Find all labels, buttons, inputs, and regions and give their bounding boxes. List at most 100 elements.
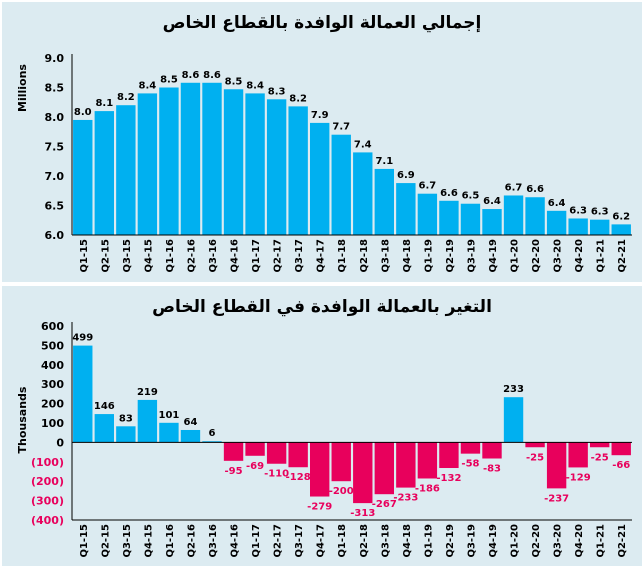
bar-Q2-15 [94,111,114,235]
bar-Q3-19 [460,442,481,454]
bar-Q4-18 [396,183,416,235]
bar-Q2-20 [525,442,545,448]
data-label-Q4-19: 6.4 [483,196,501,207]
data-label-Q3-17: -128 [286,472,311,483]
bar-Q2-17 [266,442,287,464]
x-tick-label: Q2-15 [100,239,111,273]
data-label-Q1-20: 6.7 [505,182,523,193]
data-label-Q2-16: 64 [184,417,198,428]
bar-Q3-15 [116,426,136,443]
x-tick-label: Q2-21 [617,239,628,273]
data-label-Q2-20: -25 [526,452,544,463]
bar-Q2-16 [180,82,201,235]
expat-workers-change-chart: التغير بالعمالة الوافدة في القطاع الخاص … [2,286,642,566]
bar-Q2-18 [353,152,373,235]
bar-Q4-17 [310,122,330,235]
bar-Q3-17 [288,106,308,235]
total-expat-workers-chart: إجمالي العمالة الوافدة بالقطاع الخاص Mil… [2,2,642,282]
bar-Q1-15 [73,345,93,443]
x-tick-label: Q4-18 [402,239,413,273]
bar-Q3-20 [546,442,567,489]
data-label-Q4-18: -233 [393,493,418,504]
x-tick-label: Q2-15 [100,524,111,558]
data-label-Q4-17: -279 [307,502,332,513]
y-tick-label: 9.0 [45,52,65,65]
bar-Q1-19 [417,442,438,479]
x-tick-label: Q1-16 [165,239,176,273]
data-label-Q1-20: 233 [503,384,524,395]
bar-Q1-17 [245,93,265,236]
x-tick-label: Q4-20 [574,524,585,558]
data-label-Q3-19: -58 [461,459,479,470]
x-tick-label: Q4-15 [143,239,154,273]
data-label-Q3-16: 6 [209,428,216,439]
bar-Q4-18 [396,442,416,488]
data-label-Q2-18: -313 [350,508,375,519]
x-tick-label: Q3-16 [208,524,219,558]
data-label-Q1-18: 7.7 [332,122,350,133]
x-tick-label: Q1-17 [251,524,262,558]
data-label-Q4-16: 8.5 [225,76,243,87]
x-tick-label: Q2-21 [617,524,628,558]
x-tick-label: Q4-18 [402,524,413,558]
bar-Q3-20 [546,210,567,235]
bar-Q2-16 [180,429,201,443]
bar-Q4-15 [137,93,158,236]
x-tick-label: Q1-20 [510,524,521,558]
bar-Q4-20 [568,442,588,468]
bar-Q4-19 [482,209,502,235]
data-label-Q1-18: -200 [329,486,354,497]
y-tick-label: 100 [41,417,64,430]
bar-Q2-17 [266,99,287,235]
x-tick-label: Q1-15 [79,524,90,558]
data-label-Q2-15: 146 [94,401,115,412]
x-tick-label: Q2-17 [273,239,284,273]
x-tick-label: Q1-16 [165,524,176,558]
x-tick-label: Q3-19 [466,524,477,558]
data-label-Q3-20: -237 [544,493,569,504]
x-tick-label: Q1-18 [337,239,348,273]
data-label-Q1-16: 8.5 [160,75,178,86]
x-tick-label: Q4-17 [316,239,327,273]
data-label-Q3-16: 8.6 [203,70,221,81]
x-tick-label: Q1-18 [337,524,348,558]
bar-Q2-19 [439,200,459,235]
bar-Q1-16 [159,87,179,235]
x-tick-label: Q2-17 [273,524,284,558]
y-tick-label: 6.5 [45,200,65,213]
bar-Q1-18 [331,442,351,482]
x-tick-label: Q3-15 [122,239,133,273]
x-tick-label: Q3-15 [122,524,133,558]
data-label-Q4-17: 7.9 [311,110,329,121]
bar-Q2-18 [353,442,373,504]
bar-Q1-17 [245,442,265,456]
data-label-Q4-18: 6.9 [397,170,415,181]
x-tick-label: Q3-18 [380,524,391,558]
bar-Q4-17 [310,442,330,497]
data-label-Q4-20: -129 [566,472,591,483]
x-tick-label: Q4-19 [488,239,499,273]
y-tick-label: 7.0 [45,170,65,183]
data-label-Q3-15: 83 [119,413,133,424]
expat-workers-change-svg: التغير بالعمالة الوافدة في القطاع الخاص … [16,297,632,558]
data-label-Q2-19: 6.6 [440,188,458,199]
y-tick-label: (300) [31,495,64,508]
data-label-Q1-21: -25 [591,452,609,463]
data-label-Q2-18: 7.4 [354,139,372,150]
data-label-Q2-21: 6.2 [612,211,630,222]
data-label-Q2-15: 8.1 [95,98,113,109]
x-tick-label: Q2-20 [531,239,542,273]
bar-Q1-16 [159,422,179,443]
y-tick-label: 400 [41,359,64,372]
bar-Q2-20 [525,197,545,235]
bar-Q2-19 [439,442,459,469]
bar-Q1-19 [417,193,438,235]
x-tick-label: Q2-18 [359,239,370,273]
data-label-Q3-20: 6.4 [548,198,566,209]
bar-Q4-20 [568,218,588,235]
data-label-Q4-20: 6.3 [569,205,587,216]
bar-Q1-20 [503,397,524,443]
y-tick-label: 0 [56,436,64,449]
data-label-Q2-16: 8.6 [182,70,200,81]
y-tick-label: 600 [41,320,64,333]
